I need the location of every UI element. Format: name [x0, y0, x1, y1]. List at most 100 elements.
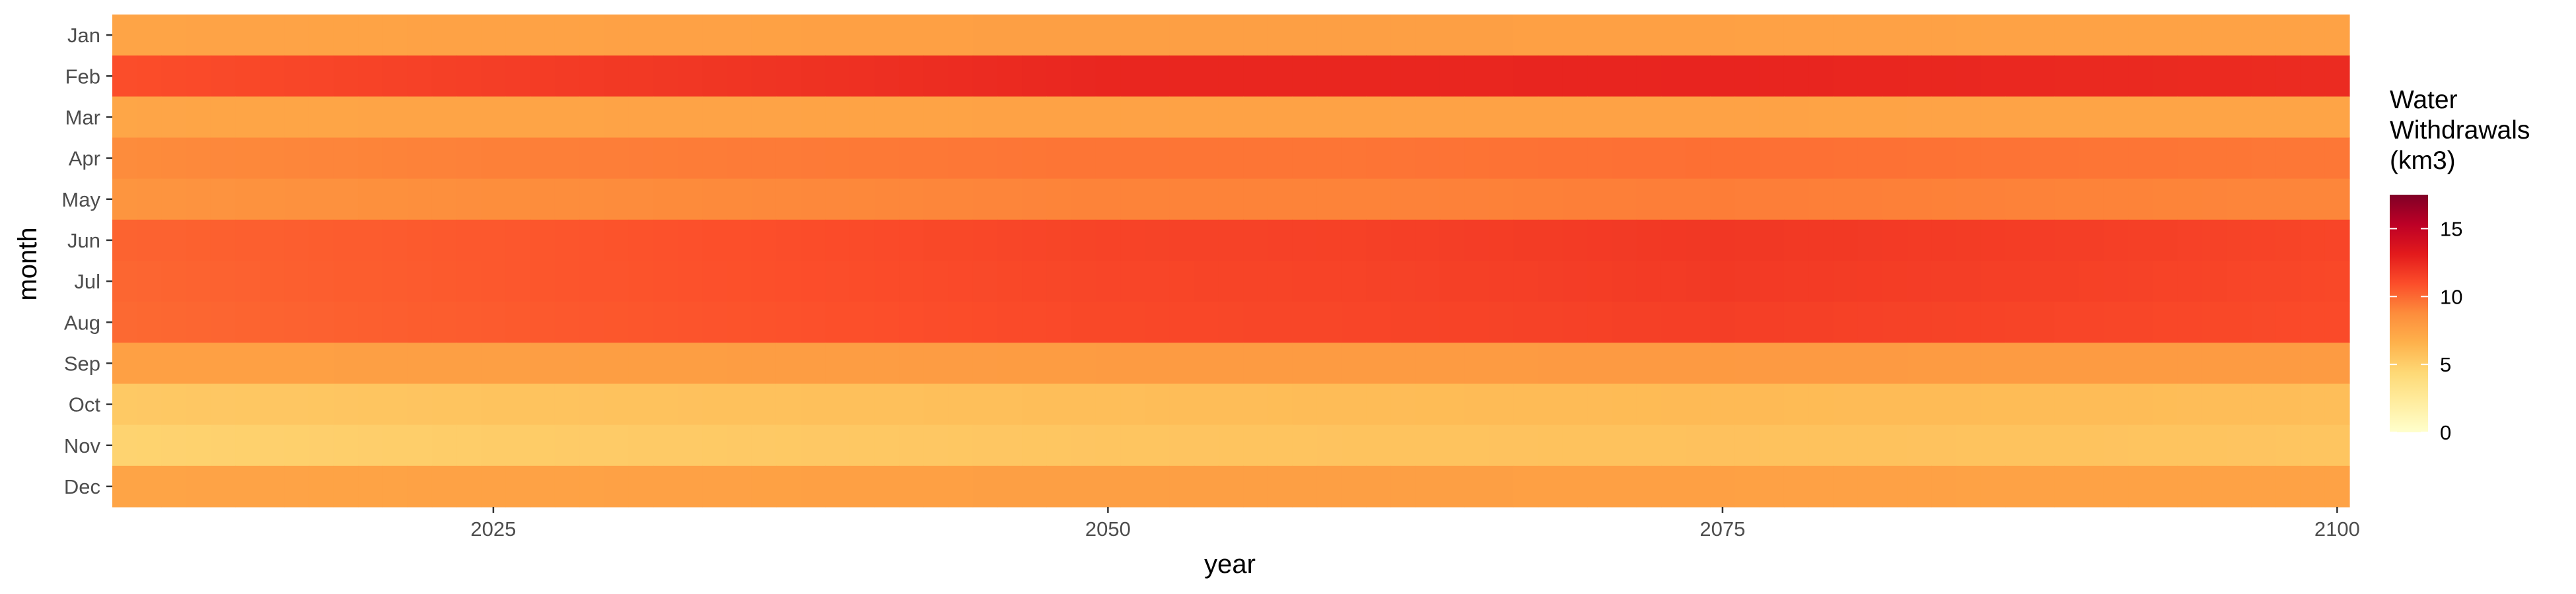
heatmap-cell-jun-2091 [2103, 219, 2129, 261]
heatmap-cell-mar-2093 [2153, 96, 2178, 139]
heatmap-cell-feb-2083 [1907, 55, 1932, 97]
heatmap-cell-jun-2088 [2030, 219, 2055, 261]
legend-tick-label-0: 0 [2440, 421, 2451, 444]
heatmap-cell-aug-2048 [1046, 302, 1072, 343]
heatmap-cell-jun-2016 [260, 219, 285, 261]
heatmap-cell-nov-2056 [1243, 424, 1268, 467]
heatmap-cell-aug-2017 [284, 302, 310, 343]
heatmap-cell-sep-2011 [137, 343, 162, 385]
heatmap-cell-dec-2018 [308, 465, 334, 508]
heatmap-cell-jul-2076 [1735, 261, 1760, 302]
heatmap-cell-sep-2031 [628, 343, 654, 385]
heatmap-cell-jun-2078 [1783, 219, 1809, 261]
heatmap-cell-dec-2056 [1243, 465, 1268, 508]
heatmap-cell-apr-2049 [1071, 137, 1096, 180]
heatmap-cell-may-2088 [2030, 178, 2055, 220]
heatmap-cell-oct-2093 [2153, 383, 2178, 426]
heatmap-cell-nov-2035 [727, 424, 752, 467]
y-tick-label-feb: Feb [65, 65, 100, 88]
heatmap-cell-feb-2076 [1735, 55, 1760, 97]
heatmap-cell-jan-2030 [604, 15, 629, 56]
heatmap-cell-sep-2056 [1243, 343, 1268, 385]
heatmap-cell-dec-2084 [1931, 465, 1957, 508]
heatmap-cell-aug-2054 [1194, 302, 1219, 343]
heatmap-cell-jul-2043 [923, 261, 949, 302]
heatmap-cell-feb-2074 [1686, 55, 1711, 97]
heatmap-cell-oct-2024 [456, 383, 482, 426]
heatmap-cell-sep-2088 [2030, 343, 2055, 385]
heatmap-cell-jul-2021 [382, 261, 408, 302]
heatmap-cell-jul-2029 [579, 261, 604, 302]
y-tick-label-aug: Aug [64, 311, 100, 334]
heatmap-cell-dec-2075 [1710, 465, 1736, 508]
heatmap-cell-may-2061 [1366, 178, 1392, 220]
heatmap-cell-apr-2051 [1120, 137, 1145, 180]
heatmap-cell-aug-2069 [1562, 302, 1588, 343]
heatmap-cell-feb-2019 [333, 55, 359, 97]
heatmap-cell-dec-2040 [849, 465, 875, 508]
heatmap-cell-apr-2067 [1513, 137, 1539, 180]
heatmap-cell-may-2052 [1145, 178, 1170, 220]
heatmap-cell-jul-2089 [2054, 261, 2080, 302]
y-tick-label-jun: Jun [67, 229, 100, 252]
heatmap-cell-feb-2044 [948, 55, 974, 97]
heatmap-cell-oct-2048 [1046, 383, 1072, 426]
heatmap-cell-mar-2068 [1538, 96, 1563, 139]
heatmap-cell-jun-2029 [579, 219, 604, 261]
heatmap-cell-mar-2027 [530, 96, 555, 139]
heatmap-cell-jan-2041 [874, 15, 900, 56]
heatmap-cell-mar-2057 [1268, 96, 1293, 139]
heatmap-cell-jan-2084 [1931, 15, 1957, 56]
legend: Water Withdrawals (km3) 0 5 10 15 [2390, 86, 2530, 444]
heatmap-cell-jan-2012 [161, 15, 187, 56]
heatmap-cell-may-2056 [1243, 178, 1268, 220]
heatmap-cell-aug-2066 [1489, 302, 1515, 343]
heatmap-cell-mar-2085 [1956, 96, 1982, 139]
heatmap-cell-mar-2097 [2251, 96, 2276, 139]
heatmap-cell-jan-2034 [702, 15, 728, 56]
heatmap-cell-jul-2088 [2030, 261, 2055, 302]
heatmap-cell-oct-2054 [1194, 383, 1219, 426]
heatmap-cell-nov-2076 [1735, 424, 1760, 467]
heatmap-cell-jun-2081 [1857, 219, 1883, 261]
heatmap-cell-oct-2043 [923, 383, 949, 426]
heatmap-cell-may-2070 [1587, 178, 1613, 220]
heatmap-cell-apr-2056 [1243, 137, 1268, 180]
heatmap-cell-may-2075 [1710, 178, 1736, 220]
heatmap-cell-oct-2098 [2275, 383, 2301, 426]
heatmap-cell-aug-2036 [751, 302, 777, 343]
heatmap-cell-jan-2077 [1759, 15, 1785, 56]
heatmap-cell-feb-2066 [1489, 55, 1515, 97]
heatmap-cell-jun-2083 [1907, 219, 1932, 261]
y-axis: Jan Feb Mar Apr May Jun Jul Aug Sep Oct Nov Dec [61, 24, 112, 498]
heatmap-cell-jun-2060 [1341, 219, 1367, 261]
heatmap-cell-dec-2070 [1587, 465, 1613, 508]
heatmap-cell-apr-2081 [1857, 137, 1883, 180]
heatmap-cell-apr-2099 [2300, 137, 2326, 180]
heatmap-cell-may-2081 [1857, 178, 1883, 220]
heatmap-cell-aug-2024 [456, 302, 482, 343]
heatmap-cell-jul-2085 [1956, 261, 1982, 302]
heatmap-cell-sep-2081 [1857, 343, 1883, 385]
heatmap-cell-jul-2084 [1931, 261, 1957, 302]
heatmap-cell-may-2064 [1439, 178, 1465, 220]
heatmap-cell-jan-2066 [1489, 15, 1515, 56]
heatmap-cell-sep-2032 [653, 343, 678, 385]
heatmap-cell-dec-2055 [1218, 465, 1244, 508]
heatmap-cell-sep-2012 [161, 343, 187, 385]
heatmap-cell-jul-2049 [1071, 261, 1096, 302]
heatmap-cell-oct-2091 [2103, 383, 2129, 426]
heatmap-cell-nov-2048 [1046, 424, 1072, 467]
heatmap-cell-nov-2040 [849, 424, 875, 467]
heatmap-cell-sep-2014 [210, 343, 236, 385]
heatmap-cell-apr-2090 [2079, 137, 2104, 180]
heatmap-cell-nov-2079 [1808, 424, 1834, 467]
heatmap-cell-mar-2030 [604, 96, 629, 139]
heatmap-cell-dec-2028 [554, 465, 580, 508]
heatmap-cell-jan-2038 [801, 15, 826, 56]
heatmap-cell-may-2013 [186, 178, 211, 220]
heatmap-cell-jan-2057 [1268, 15, 1293, 56]
heatmap-cell-nov-2051 [1120, 424, 1145, 467]
heatmap-cell-oct-2018 [308, 383, 334, 426]
heatmap-cell-may-2017 [284, 178, 310, 220]
